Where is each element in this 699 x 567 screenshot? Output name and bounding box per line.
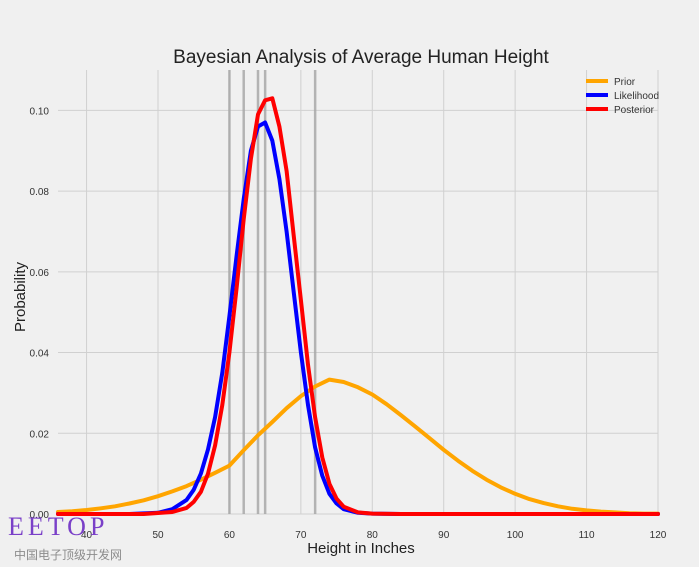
legend-label-posterior: Posterior (614, 105, 655, 116)
x-tick-label: 80 (367, 530, 379, 541)
watermark-subtitle: 中国电子顶级开发网 (14, 548, 123, 562)
x-tick-label: 40 (81, 530, 93, 541)
x-tick-label: 50 (152, 530, 164, 541)
x-tick-label: 100 (507, 530, 524, 541)
x-tick-label: 70 (295, 530, 307, 541)
x-tick-label: 90 (438, 530, 450, 541)
x-tick-label: 120 (650, 530, 667, 541)
series-lines (56, 96, 660, 516)
y-tick-label: 0.04 (30, 349, 50, 360)
y-tick-label: 0.02 (30, 429, 50, 440)
tick-labels: 40 50 60 70 80 90 100 110 120 0.00 0.02 0.04 0.06 0.0… (30, 106, 667, 541)
y-tick-label: 0.06 (30, 268, 50, 279)
legend-label-prior: Prior (614, 77, 636, 88)
legend-label-likelihood: Likelihood (614, 91, 659, 102)
y-tick-label: 0.08 (30, 187, 50, 198)
y-axis-label: Probability (12, 261, 29, 332)
grid (58, 70, 659, 515)
series-line-likelihood (56, 120, 660, 516)
x-tick-label: 60 (224, 530, 236, 541)
chart-title: Bayesian Analysis of Average Human Heigh… (173, 47, 549, 68)
series-line-prior (56, 377, 660, 516)
watermark-logo: EETOP (8, 512, 109, 541)
legend: Prior Likelihood Posterior (586, 77, 659, 116)
vertical-reference-lines (228, 70, 317, 514)
x-axis-label: Height in Inches (307, 540, 415, 557)
y-tick-label: 0.00 (30, 510, 50, 521)
x-tick-label: 110 (579, 530, 595, 541)
series-line-posterior (56, 96, 660, 516)
y-tick-label: 0.10 (30, 106, 50, 117)
